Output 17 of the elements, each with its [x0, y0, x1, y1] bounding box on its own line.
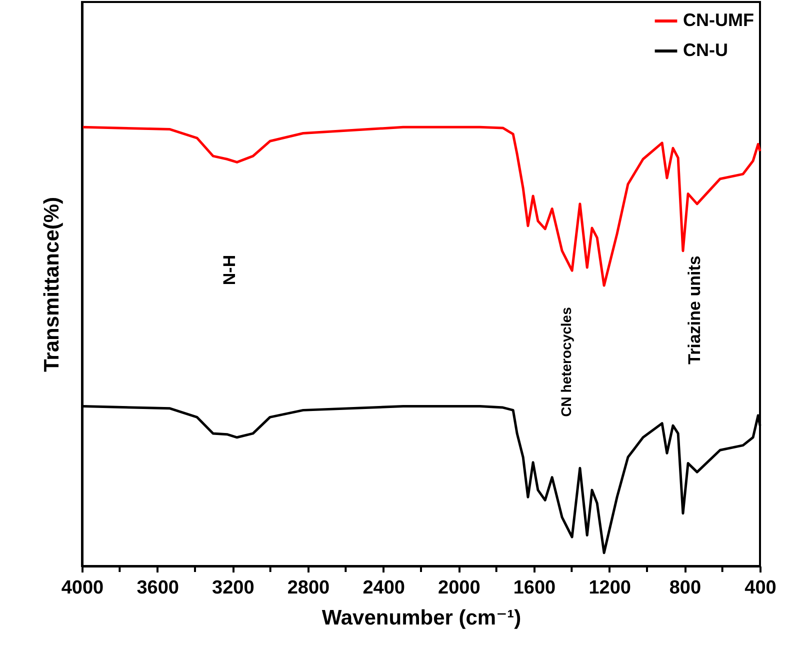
x-axis-title: Wavenumber (cm⁻¹) [322, 606, 522, 630]
x-tick-label: 800 [669, 578, 702, 598]
x-tick-label: 3600 [136, 578, 179, 598]
x-tick-label: 1200 [588, 578, 631, 598]
x-tick-label: 2000 [438, 578, 480, 598]
x-tick-label: 2400 [362, 578, 405, 598]
x-tick-label: 4000 [61, 578, 104, 598]
legend-label: CN-U [683, 40, 728, 60]
annotation: N-H [220, 254, 239, 286]
x-tick-label: 1600 [513, 578, 556, 598]
x-tick-label: 400 [744, 578, 776, 598]
annotation: Triazine units [685, 256, 704, 364]
x-tick-label: 3200 [212, 578, 254, 598]
y-axis-title: Transmittance(%) [40, 196, 64, 372]
legend-label: CN-UMF [683, 10, 754, 30]
annotation: CN heterocycles [558, 306, 574, 417]
x-tick-label: 2800 [287, 578, 330, 598]
